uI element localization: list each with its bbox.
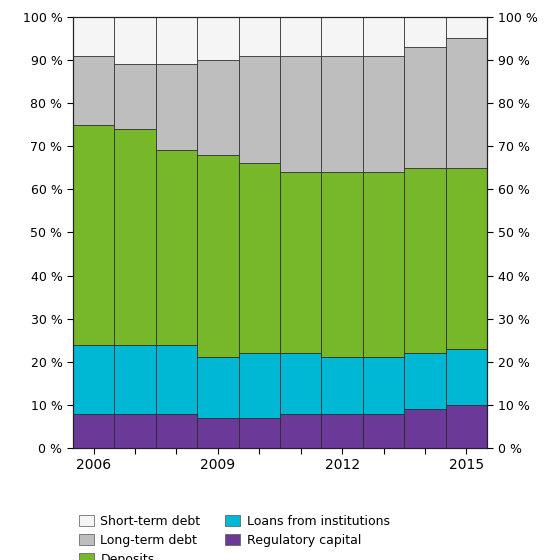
Bar — [280, 55, 321, 172]
Bar — [114, 64, 156, 129]
Bar — [404, 168, 446, 353]
Bar — [404, 409, 446, 448]
Bar — [197, 418, 239, 448]
Bar — [321, 413, 363, 448]
Bar — [239, 17, 280, 55]
Bar — [197, 60, 239, 155]
Bar — [321, 55, 363, 172]
Bar — [239, 164, 280, 353]
Bar — [156, 344, 197, 413]
Bar — [363, 172, 404, 357]
Bar — [321, 17, 363, 55]
Bar — [280, 17, 321, 55]
Bar — [404, 47, 446, 168]
Bar — [73, 55, 114, 125]
Bar — [446, 17, 487, 39]
Bar — [363, 413, 404, 448]
Bar — [73, 413, 114, 448]
Bar — [239, 418, 280, 448]
Bar — [446, 38, 487, 168]
Bar — [197, 155, 239, 357]
Bar — [321, 357, 363, 413]
Bar — [73, 125, 114, 344]
Bar — [239, 55, 280, 164]
Bar — [280, 172, 321, 353]
Bar — [280, 353, 321, 413]
Bar — [363, 357, 404, 413]
Bar — [156, 151, 197, 344]
Bar — [280, 413, 321, 448]
Bar — [239, 353, 280, 418]
Bar — [404, 353, 446, 409]
Bar — [156, 413, 197, 448]
Bar — [156, 64, 197, 151]
Bar — [197, 357, 239, 418]
Bar — [363, 17, 404, 55]
Bar — [321, 172, 363, 357]
Bar — [363, 55, 404, 172]
Bar — [404, 17, 446, 47]
Legend: Short-term debt, Long-term debt, Deposits, Loans from institutions, Regulatory c: Short-term debt, Long-term debt, Deposit… — [79, 515, 390, 560]
Bar — [114, 129, 156, 344]
Bar — [114, 344, 156, 413]
Bar — [197, 17, 239, 60]
Bar — [446, 349, 487, 405]
Bar — [73, 17, 114, 55]
Bar — [114, 413, 156, 448]
Bar — [446, 168, 487, 349]
Bar — [114, 17, 156, 64]
Bar — [156, 17, 197, 64]
Bar — [73, 344, 114, 413]
Bar — [446, 405, 487, 448]
